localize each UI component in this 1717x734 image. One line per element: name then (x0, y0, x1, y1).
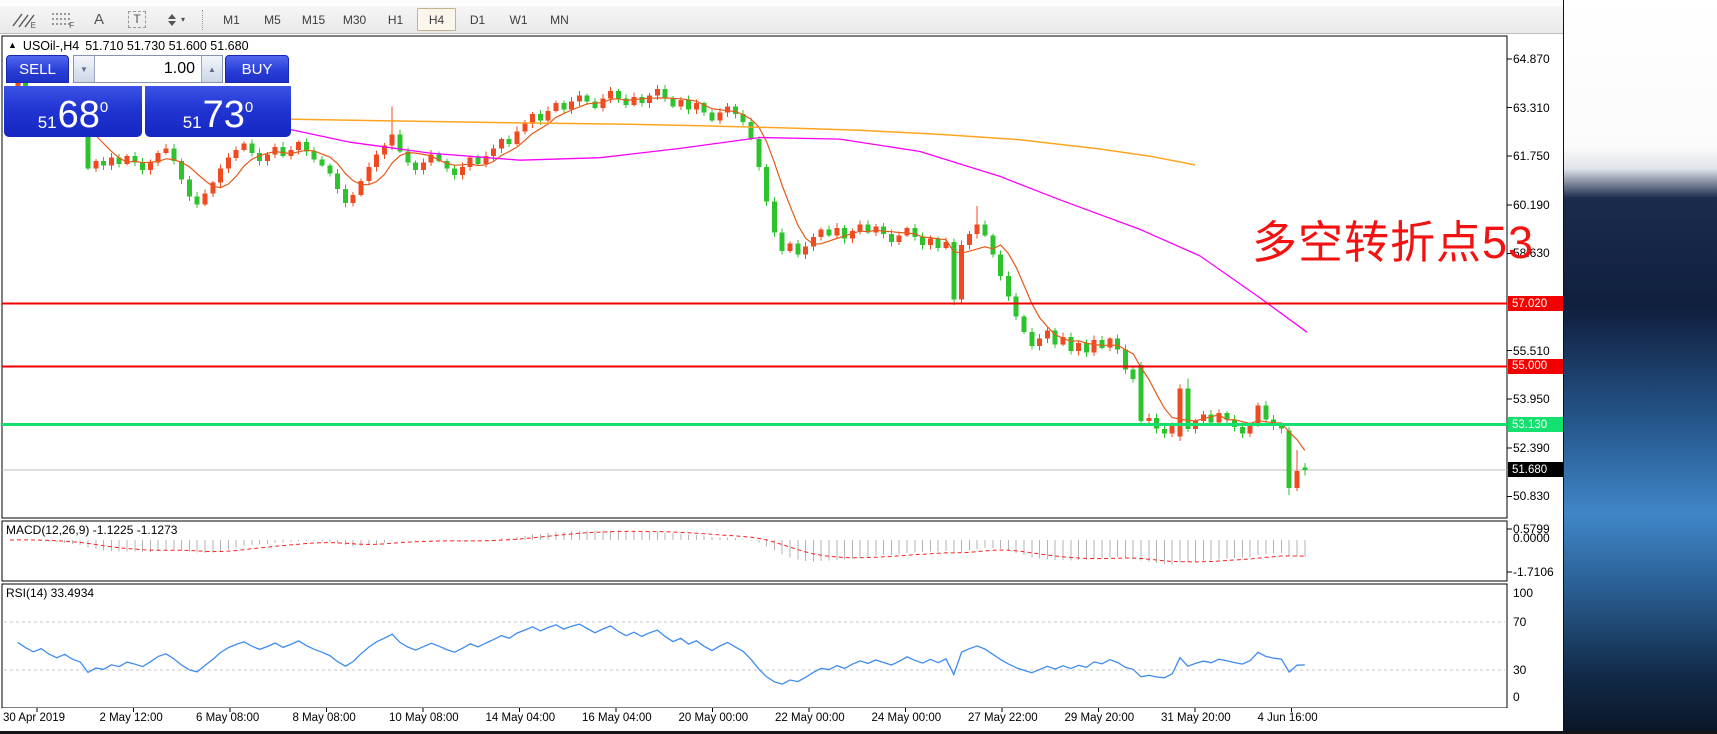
rsi-scale-label: 0 (1513, 690, 1520, 704)
price-tick-label: 60.190 (1513, 197, 1550, 212)
timeframe-w1-button[interactable]: W1 (509, 12, 528, 27)
down-arrow-icon: ▼ (80, 64, 88, 74)
lot-increase-button[interactable]: ▲ (201, 56, 222, 82)
drawing-tools-group: E F A T ▾ (0, 9, 192, 31)
macd-scale-label: 0.5799 (1513, 522, 1550, 536)
buy-price-prefix: 51 (182, 113, 202, 132)
time-axis-label: 2 May 12:00 (99, 712, 163, 724)
symbol-name: USOil-,H4 (22, 39, 80, 53)
macd-scale-label: 0.0000 (1513, 531, 1550, 545)
buy-price-button[interactable]: 51 73 0 (145, 86, 291, 137)
price-level-tag: 55.000 (1508, 358, 1563, 374)
time-axis-label: 22 May 00:00 (775, 712, 845, 724)
time-axis-label: 31 May 20:00 (1161, 712, 1231, 724)
buy-button[interactable]: BUY (225, 55, 289, 83)
fibonacci-tool-icon[interactable]: F (52, 12, 74, 30)
time-axis-label: 10 May 08:00 (389, 712, 459, 724)
price-tick-label: 61.750 (1513, 149, 1550, 164)
time-axis-label: 24 May 00:00 (871, 712, 942, 724)
time-axis-label: 16 May 04:00 (582, 712, 652, 724)
price-tick-label: 55.510 (1513, 343, 1550, 358)
rsi-scale-label: 100 (1513, 586, 1534, 600)
window-bottom-edge (0, 731, 1717, 734)
timeframe-mn-button[interactable]: MN (550, 12, 569, 27)
desktop-background (1563, 0, 1717, 734)
lot-size-input[interactable]: 1.00 (95, 56, 201, 82)
price-tick-label: 58.630 (1513, 246, 1550, 261)
timeframe-h1-button[interactable]: H1 (387, 12, 404, 27)
price-tick-label: 53.950 (1513, 392, 1550, 407)
symbol-header: ▲ USOil-,H4 51.710 51.730 51.600 51.680 (8, 39, 249, 53)
timeframe-h4-button[interactable]: H4 (417, 8, 456, 31)
sell-price-big: 68 (57, 94, 100, 136)
sell-price-button[interactable]: 51 68 0 (4, 86, 142, 137)
price-tick-label: 63.310 (1513, 100, 1550, 115)
time-axis-label: 27 May 22:00 (968, 712, 1038, 724)
time-axis-label: 8 May 08:00 (292, 712, 356, 724)
rsi-scale-label: 30 (1513, 663, 1527, 677)
toolbar-separator (202, 9, 204, 30)
buy-price-big: 73 (202, 94, 245, 136)
timeframe-m15-button[interactable]: M15 (301, 12, 326, 27)
macd-label: MACD(12,26,9) -1.1225 -1.1273 (6, 523, 178, 537)
lot-size-group: ▼ 1.00 ▲ (73, 55, 223, 83)
price-level-tag: 57.020 (1508, 296, 1563, 312)
timeframe-group: M1 M5 M15 M30 H1 H4 D1 W1 MN (212, 8, 579, 31)
up-arrow-icon: ▲ (208, 64, 216, 74)
price-tick-label: 64.870 (1513, 52, 1550, 66)
timeframe-m5-button[interactable]: M5 (264, 12, 281, 27)
sell-price-sup: 0 (99, 99, 109, 116)
arrows-tool-icon[interactable]: ▾ (158, 9, 192, 31)
timeframe-m30-button[interactable]: M30 (342, 12, 367, 27)
sell-price-prefix: 51 (37, 113, 57, 132)
timeframe-m1-button[interactable]: M1 (223, 12, 240, 27)
lot-decrease-button[interactable]: ▼ (74, 56, 95, 82)
rsi-label: RSI(14) 33.4934 (6, 586, 95, 600)
chart-annotation: 多空转折点53 (1252, 217, 1535, 268)
one-click-trading-panel: SELL ▼ 1.00 ▲ BUY 51 68 0 51 73 0 (4, 55, 291, 137)
text-tool-icon[interactable]: A (93, 11, 104, 28)
time-axis-label: 30 Apr 2019 (3, 712, 66, 724)
timeframe-d1-button[interactable]: D1 (469, 12, 486, 27)
time-axis-label: 20 May 00:00 (678, 712, 749, 724)
collapse-triangle-icon[interactable]: ▲ (8, 40, 17, 50)
symbol-ohlc: 51.710 51.730 51.600 51.680 (85, 39, 249, 53)
price-level-tag: 51.680 (1508, 462, 1563, 478)
price-tick-label: 52.390 (1513, 440, 1550, 455)
text-label-tool-icon[interactable]: T (120, 9, 154, 31)
macd-scale-label: -1.7106 (1513, 565, 1554, 579)
sell-button[interactable]: SELL (6, 55, 69, 83)
rsi-scale-label: 70 (1513, 615, 1527, 629)
time-axis-label: 4 Jun 16:00 (1257, 712, 1318, 724)
draw-lines-tool-icon[interactable]: E (6, 9, 40, 31)
buy-price-sup: 0 (244, 99, 254, 116)
time-axis-label: 14 May 04:00 (485, 712, 556, 724)
toolbar: E F A T ▾ M1 M5 M15 M30 H1 H4 D1 W1 MN (0, 6, 1563, 34)
time-axis-label: 29 May 20:00 (1064, 712, 1135, 724)
price-level-tag: 53.130 (1508, 417, 1563, 433)
price-tick-label: 50.830 (1513, 489, 1550, 504)
time-axis-label: 6 May 08:00 (196, 712, 260, 724)
